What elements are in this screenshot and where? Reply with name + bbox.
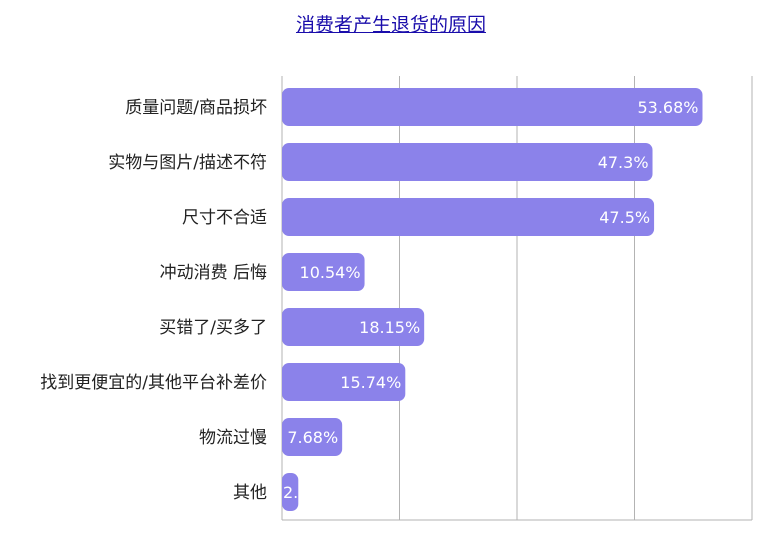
bar[interactable] bbox=[282, 308, 425, 346]
bar[interactable] bbox=[282, 198, 655, 236]
category-label: 实物与图片/描述不符 bbox=[108, 153, 267, 173]
bar[interactable] bbox=[282, 88, 703, 126]
bar[interactable] bbox=[282, 363, 406, 401]
bar[interactable] bbox=[282, 473, 299, 511]
data-label: 47.5% bbox=[599, 208, 650, 227]
data-label: 53.68% bbox=[637, 98, 698, 117]
category-label: 买错了/买多了 bbox=[159, 318, 267, 338]
category-label: 找到更便宜的/其他平台补差价 bbox=[40, 373, 267, 393]
bar[interactable] bbox=[282, 253, 365, 291]
category-label: 其他 bbox=[233, 483, 267, 503]
bar[interactable] bbox=[282, 143, 653, 181]
chart-title[interactable]: 消费者产生退货的原因 bbox=[295, 14, 486, 36]
data-label: 10.54% bbox=[300, 263, 361, 282]
data-label: 47.3% bbox=[598, 153, 649, 172]
grid-lines bbox=[281, 76, 753, 521]
data-label: 18.15% bbox=[359, 318, 420, 337]
bars bbox=[282, 88, 703, 511]
category-label: 冲动消费 后悔 bbox=[160, 263, 267, 283]
data-label: 15.74% bbox=[340, 373, 401, 392]
data-label: 2.08% bbox=[283, 483, 334, 502]
category-label: 质量问题/商品损坏 bbox=[125, 98, 267, 118]
bar[interactable] bbox=[282, 418, 343, 456]
category-label: 物流过慢 bbox=[199, 427, 267, 448]
value-labels: 53.68% 47.3% 47.5% 10.54% 18.15% 15.74% 7.68% 2… bbox=[283, 98, 698, 502]
category-label: 尺寸不合适 bbox=[182, 208, 267, 228]
data-label: 7.68% bbox=[287, 428, 338, 447]
